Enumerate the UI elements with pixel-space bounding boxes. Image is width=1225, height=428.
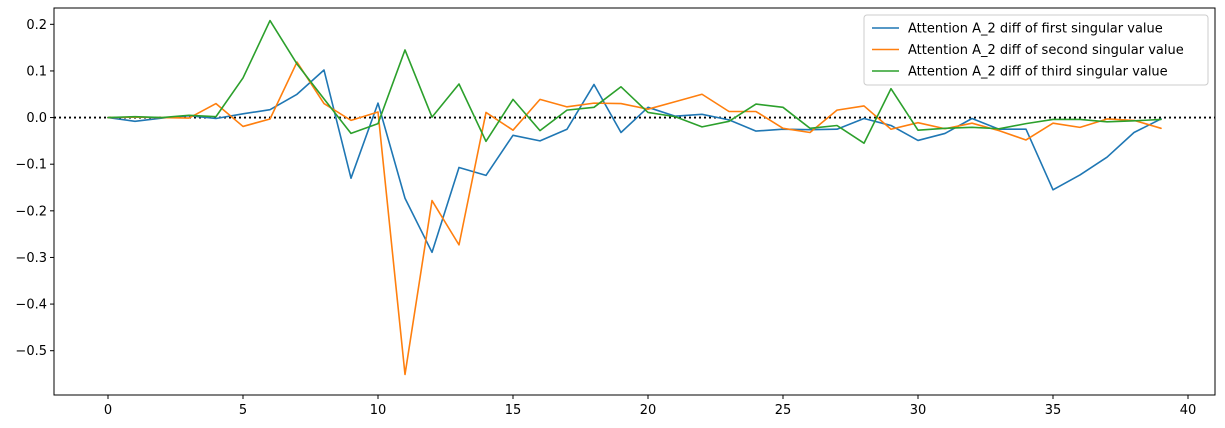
x-tick-label: 40 bbox=[1180, 403, 1197, 418]
y-tick-label: −0.1 bbox=[15, 158, 47, 173]
y-tick-label: −0.4 bbox=[15, 298, 47, 313]
legend-label-3: Attention A_2 diff of third singular val… bbox=[908, 65, 1168, 80]
x-tick-label: 30 bbox=[910, 403, 927, 418]
y-tick-label: −0.5 bbox=[15, 344, 47, 359]
x-tick-label: 20 bbox=[640, 403, 657, 418]
series-line-3 bbox=[107, 19, 1162, 145]
y-tick-label: −0.2 bbox=[15, 204, 47, 219]
x-tick-label: 35 bbox=[1045, 403, 1062, 418]
y-tick-label: 0.2 bbox=[26, 18, 47, 33]
legend-box bbox=[863, 14, 1209, 86]
x-tick-label: 25 bbox=[775, 403, 792, 418]
y-tick-label: 0.0 bbox=[26, 111, 47, 126]
x-tick-label: 10 bbox=[370, 403, 387, 418]
series-line-2 bbox=[107, 61, 1162, 376]
y-tick-label: 0.1 bbox=[26, 64, 47, 79]
x-tick-label: 5 bbox=[239, 403, 247, 418]
series-line-1 bbox=[107, 69, 1162, 254]
x-tick-label: 0 bbox=[104, 403, 112, 418]
x-tick-label: 15 bbox=[505, 403, 522, 418]
legend-label-2: Attention A_2 diff of second singular va… bbox=[908, 43, 1184, 58]
y-tick-label: −0.3 bbox=[15, 251, 47, 266]
legend-label-1: Attention A_2 diff of first singular val… bbox=[908, 22, 1163, 37]
